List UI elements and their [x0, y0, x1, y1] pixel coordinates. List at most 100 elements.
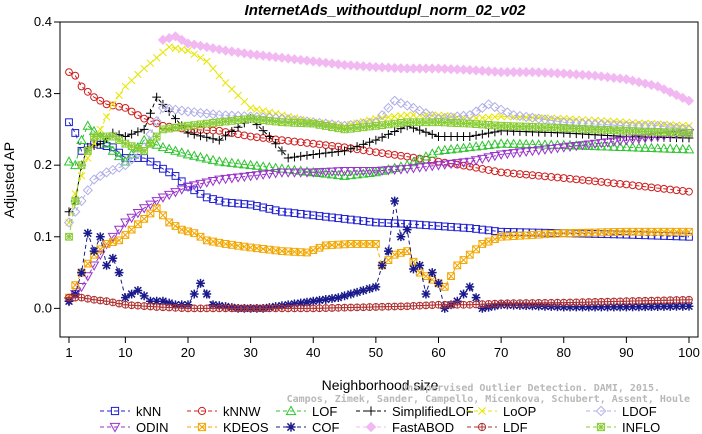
data-point	[378, 218, 387, 227]
data-point	[232, 173, 244, 183]
data-point	[307, 168, 319, 178]
data-point	[296, 151, 306, 161]
data-point	[339, 167, 350, 177]
data-point	[497, 227, 506, 236]
legend-item-knn: kNN	[100, 404, 161, 419]
data-point	[71, 71, 80, 80]
data-point	[671, 89, 682, 101]
data-point	[221, 131, 230, 141]
data-point	[672, 232, 681, 241]
data-point	[107, 145, 119, 155]
data-point	[165, 124, 174, 133]
data-point	[209, 195, 217, 203]
data-point	[120, 293, 130, 303]
series-kdeos	[65, 204, 693, 302]
legend-label: kNNW	[223, 404, 261, 419]
data-point	[528, 171, 537, 180]
data-point	[621, 74, 632, 85]
data-point	[264, 169, 275, 180]
data-point	[521, 111, 532, 122]
data-point	[334, 214, 343, 223]
data-point	[340, 125, 349, 134]
data-point	[372, 303, 380, 311]
data-point	[685, 232, 693, 241]
data-point	[579, 298, 586, 306]
data-point	[127, 129, 137, 139]
data-point	[284, 208, 293, 217]
data-point	[502, 107, 513, 118]
data-point	[266, 304, 273, 312]
data-point	[145, 200, 156, 210]
data-point	[259, 304, 267, 312]
data-point	[508, 138, 519, 148]
data-point	[146, 59, 155, 67]
data-point	[383, 129, 393, 139]
data-point	[371, 218, 380, 227]
legend-label: FastABOD	[392, 420, 454, 434]
data-point	[520, 147, 532, 157]
data-point	[566, 299, 574, 306]
data-point	[333, 169, 344, 180]
legend-item-cof: COF	[276, 420, 340, 434]
data-point	[76, 282, 87, 293]
data-point	[433, 161, 444, 171]
data-point	[108, 238, 117, 247]
data-point	[560, 299, 568, 307]
data-point	[321, 212, 330, 221]
data-point	[140, 302, 148, 310]
data-point	[422, 221, 430, 230]
series-line	[68, 100, 690, 223]
data-point	[609, 302, 619, 312]
data-point	[214, 156, 225, 166]
data-point	[184, 121, 192, 130]
data-point	[478, 225, 487, 234]
data-point	[533, 139, 544, 149]
data-point	[484, 128, 493, 138]
data-point	[358, 61, 369, 72]
data-point	[182, 149, 194, 159]
data-point	[658, 143, 670, 153]
data-point	[115, 91, 123, 100]
data-point	[265, 108, 274, 116]
data-point	[679, 296, 687, 304]
data-point	[384, 219, 393, 227]
y-tick-label: 0.0	[34, 300, 52, 315]
data-point	[120, 218, 131, 228]
data-point	[365, 217, 374, 226]
data-point	[295, 54, 306, 66]
data-point	[83, 228, 93, 238]
data-point	[327, 147, 337, 157]
data-point	[678, 232, 687, 241]
data-point	[684, 301, 694, 311]
legend-item-ldof: LDOF	[586, 404, 657, 419]
data-point	[470, 141, 482, 151]
data-point	[596, 141, 607, 151]
legend-label: SimplifiedLOF	[392, 404, 474, 419]
data-point	[489, 139, 501, 149]
data-point	[207, 154, 219, 165]
data-point	[196, 131, 205, 141]
data-point	[177, 122, 186, 131]
data-point	[77, 268, 86, 277]
data-point	[303, 248, 311, 257]
data-point	[190, 121, 199, 129]
data-point	[326, 167, 338, 177]
legend-label: LoOP	[503, 404, 536, 419]
data-point	[365, 122, 374, 131]
data-point	[527, 112, 538, 123]
data-point	[627, 142, 638, 152]
data-point	[472, 245, 480, 254]
data-point	[333, 293, 343, 303]
data-point	[522, 170, 531, 179]
data-point	[158, 296, 168, 306]
data-point	[314, 56, 325, 68]
data-point	[308, 296, 318, 306]
series-layer	[63, 31, 695, 313]
data-point	[270, 169, 281, 179]
data-point	[390, 196, 400, 206]
data-point	[201, 41, 212, 53]
data-point	[483, 139, 494, 150]
data-point	[89, 246, 99, 256]
data-point	[464, 109, 475, 121]
data-point	[359, 217, 368, 225]
